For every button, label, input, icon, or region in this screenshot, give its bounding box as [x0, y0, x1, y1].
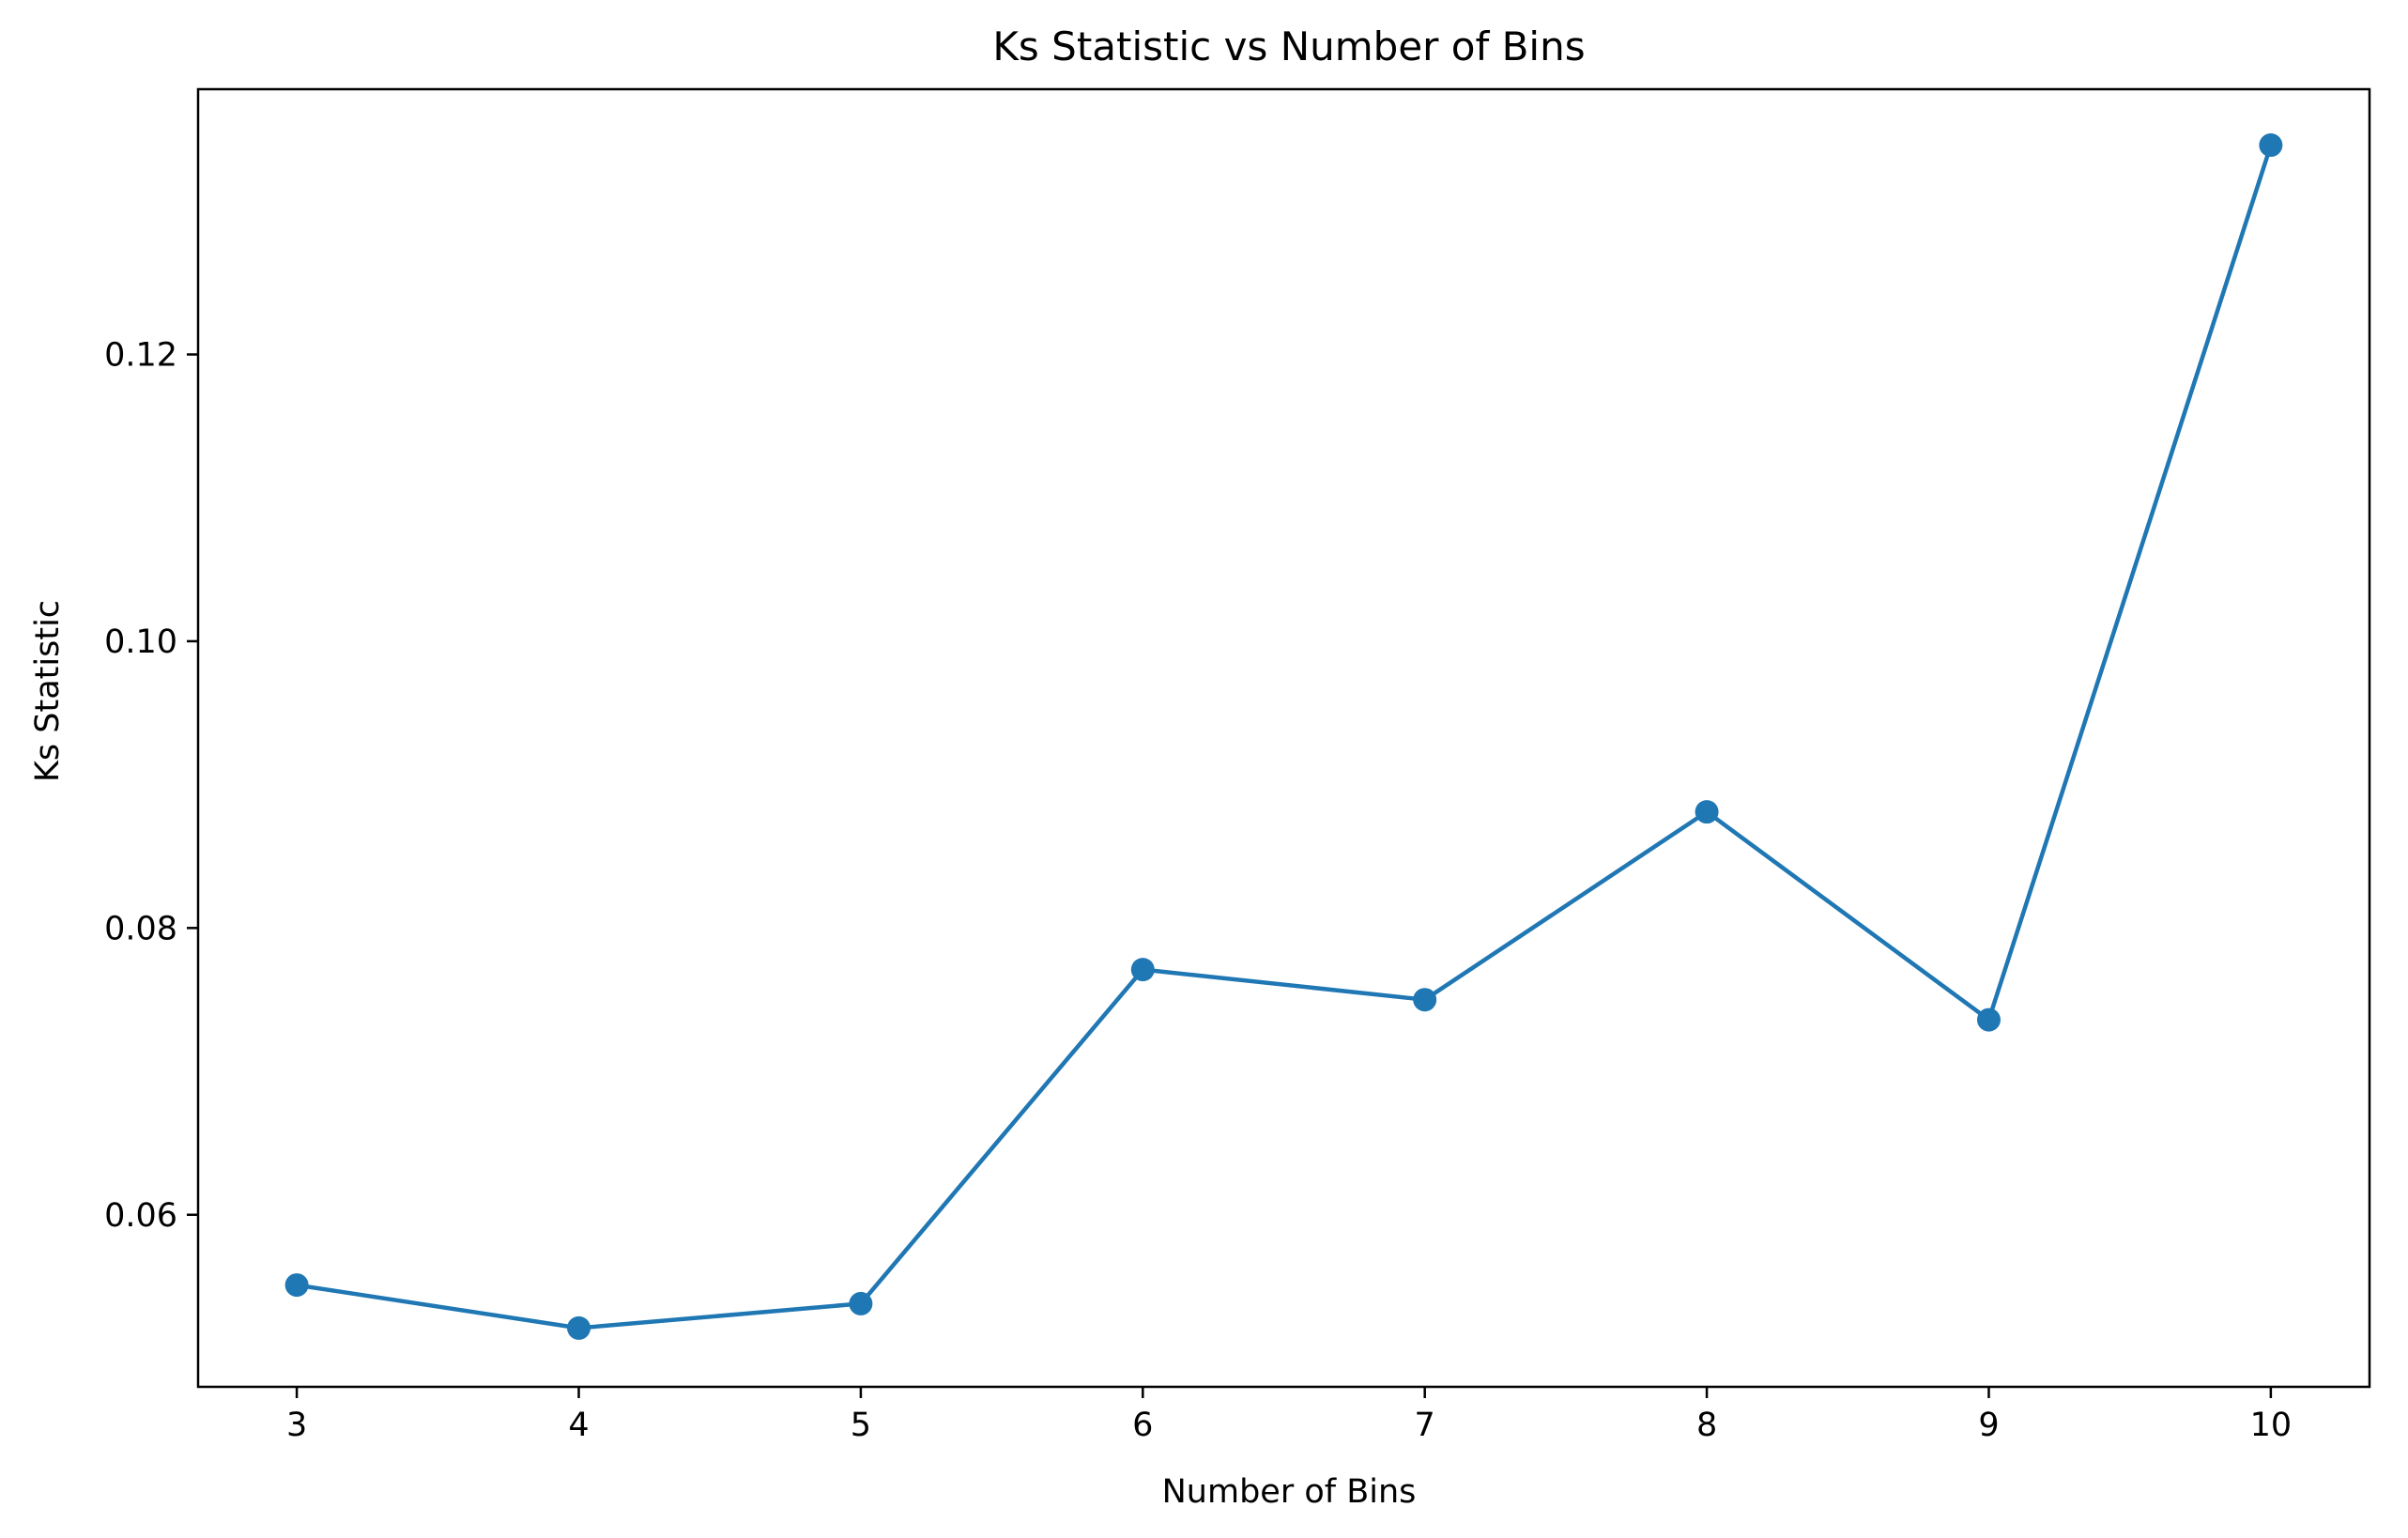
- x-tick-label: 4: [568, 1407, 589, 1444]
- x-tick-label: 6: [1132, 1407, 1153, 1444]
- y-tick-label: 0.08: [104, 910, 177, 947]
- x-tick-label: 10: [2250, 1407, 2293, 1444]
- data-point: [849, 1291, 873, 1315]
- x-tick-label: 3: [286, 1407, 307, 1444]
- data-point: [567, 1315, 591, 1340]
- y-tick-label: 0.06: [104, 1197, 177, 1235]
- data-point: [1976, 1007, 2001, 1032]
- data-point: [1695, 800, 1719, 824]
- y-tick-label: 0.12: [104, 337, 177, 375]
- data-point: [2259, 133, 2283, 158]
- series-group: [284, 133, 2283, 1340]
- x-axis-label: Number of Bins: [1162, 1473, 1417, 1511]
- x-tick-label: 9: [1978, 1407, 1999, 1444]
- y-tick-label: 0.10: [104, 623, 177, 661]
- data-point: [1130, 958, 1155, 982]
- plot-area-frame: [196, 87, 2371, 1389]
- chart-title: Ks Statistic vs Number of Bins: [992, 23, 1585, 69]
- y-axis-ticks: 0.06 0.08 0.10 0.12: [104, 337, 198, 1235]
- x-tick-label: 8: [1696, 1407, 1717, 1444]
- data-point: [1413, 988, 1437, 1012]
- y-axis-label: Ks Statistic: [29, 600, 67, 782]
- x-tick-label: 7: [1415, 1407, 1435, 1444]
- data-point: [284, 1273, 309, 1298]
- x-axis-ticks: 3 4 5 6 7 8 9 10: [286, 1387, 2292, 1444]
- series-line: [294, 143, 2274, 1330]
- x-tick-label: 5: [851, 1407, 871, 1444]
